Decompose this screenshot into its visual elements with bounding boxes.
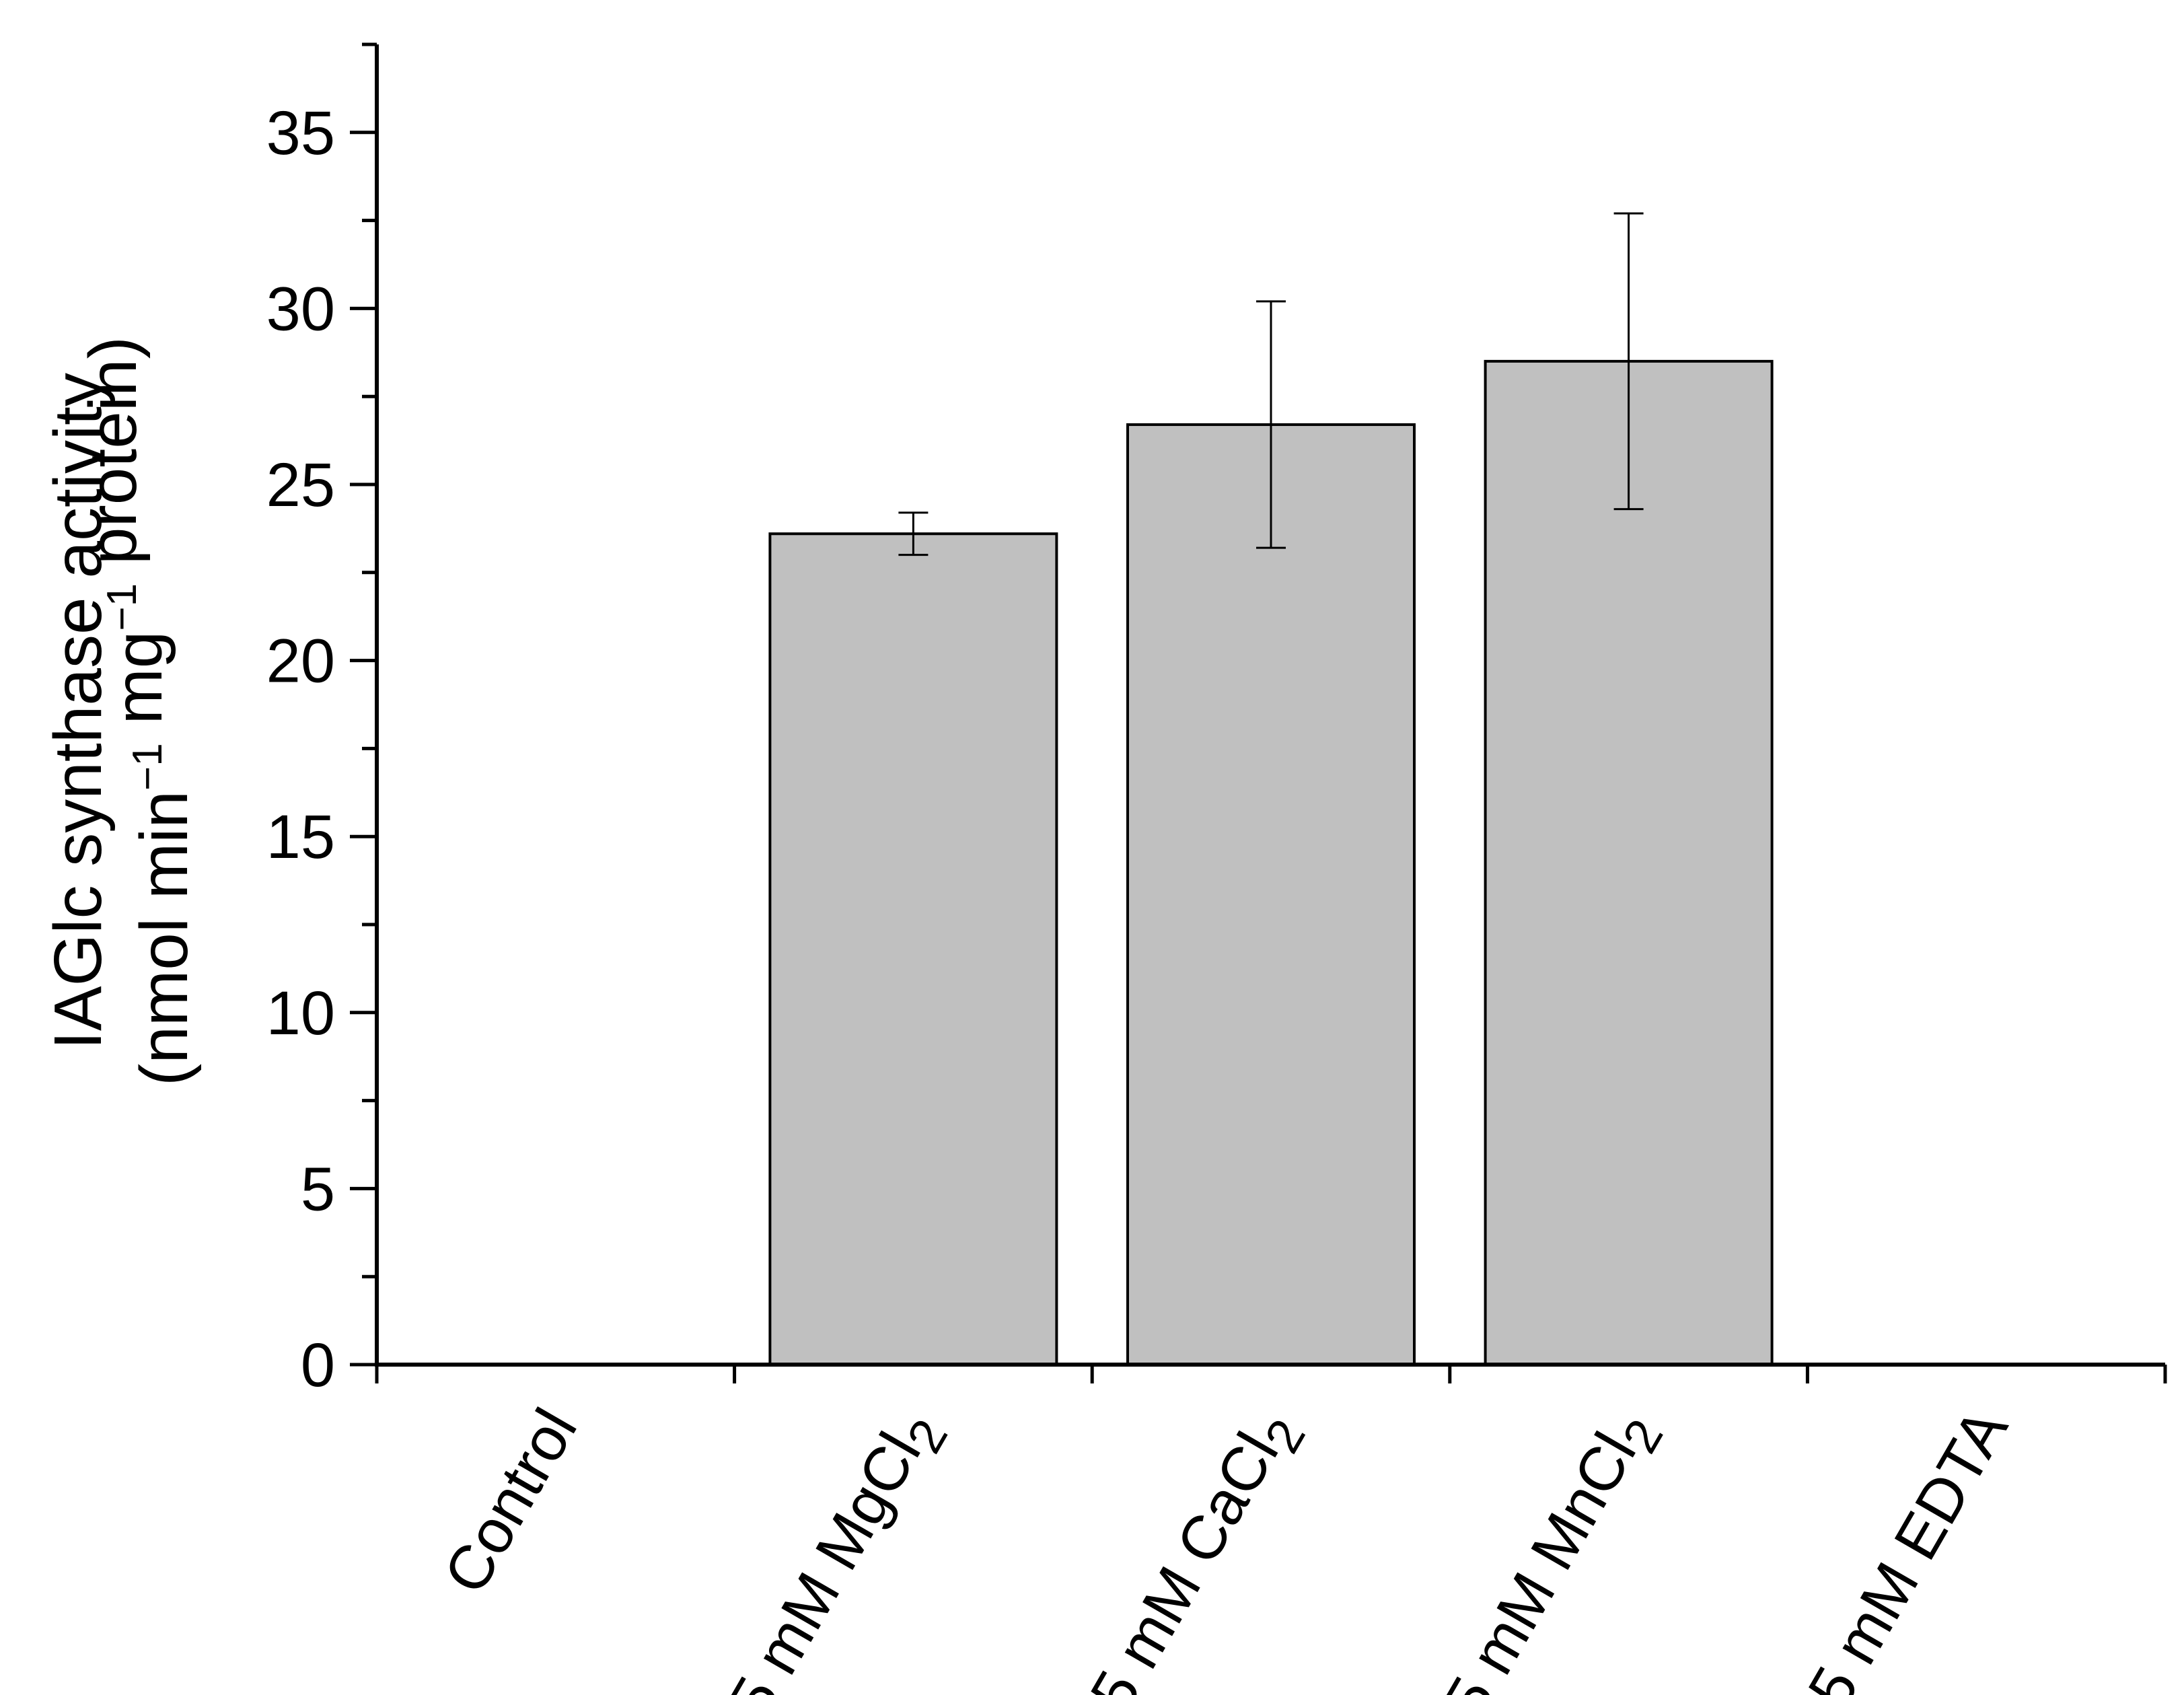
x-tick-label: 5 mM MgCl2	[717, 1398, 959, 1695]
y-tick-label: 20	[266, 627, 335, 696]
y-tick-label: 0	[301, 1331, 335, 1400]
y-tick-label: 10	[266, 979, 335, 1048]
y-tick-label: 35	[266, 99, 335, 168]
axes	[375, 44, 2165, 1367]
error-bar-1	[898, 511, 929, 556]
error-bars	[898, 212, 1644, 556]
y-tick-label: 30	[266, 275, 335, 343]
bars	[768, 359, 1774, 1366]
y-axis-label-line1: IAGlc synthase activity	[40, 373, 116, 1050]
y-axis-label-line2: (nmol min−1 mg−1 protein)	[75, 336, 202, 1086]
error-bar-2	[1256, 300, 1286, 549]
y-tick-label: 5	[301, 1155, 335, 1223]
bar-2	[1126, 423, 1416, 1366]
x-tick-label: 5 mM EDTA	[1795, 1397, 2021, 1695]
y-tick-label: 15	[266, 803, 335, 871]
error-bar-3	[1613, 212, 1644, 511]
y-tick-label: 25	[266, 451, 335, 519]
bar-1	[768, 532, 1058, 1366]
x-tick-label: 5 mM CaCl2	[1077, 1398, 1316, 1695]
x-tick-label: 5 mM MnCl2	[1432, 1398, 1674, 1695]
x-tick-label: Control	[431, 1398, 590, 1605]
y-axis-label: IAGlc synthase activity (nmol min−1 mg−1 …	[40, 336, 202, 1086]
y-axis-ticks: 0 5 10 15 20 25 30 35	[266, 42, 377, 1400]
x-axis-ticks: Control 5 mM MgCl2 5 mM CaCl2 5 mM MnCl2 5 m…	[375, 1365, 2167, 1695]
bar-3	[1484, 359, 1774, 1366]
